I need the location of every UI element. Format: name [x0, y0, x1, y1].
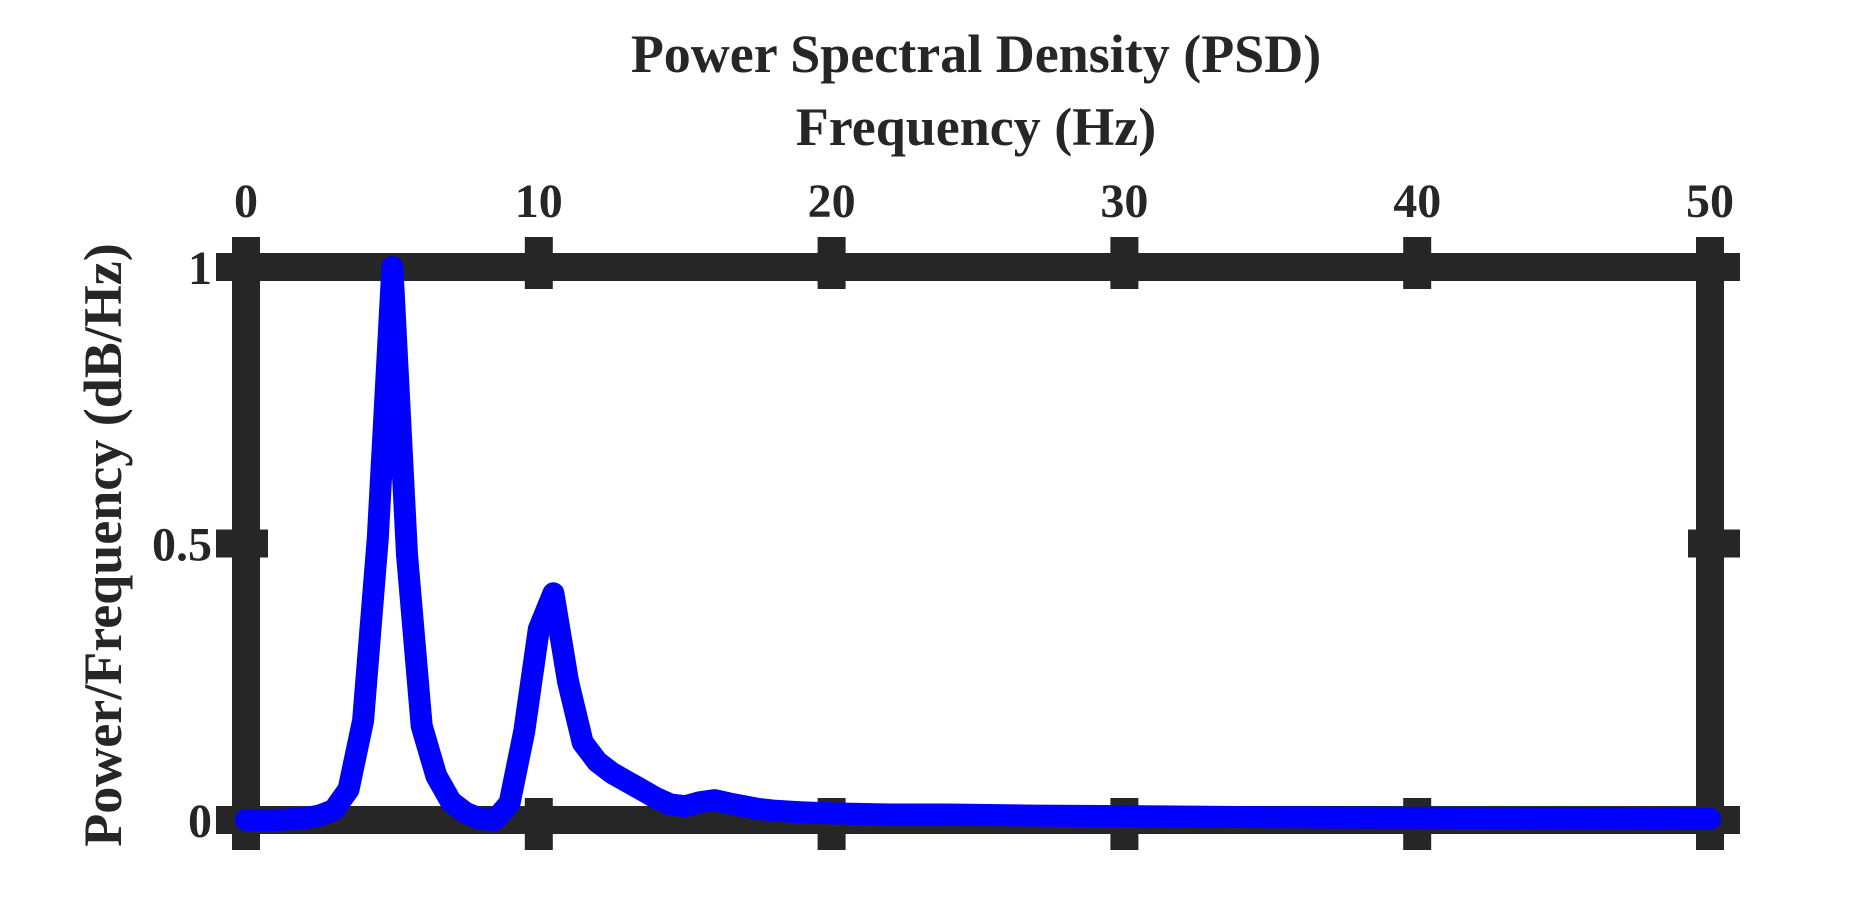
x-tick-label: 40 [1393, 175, 1441, 228]
plot-area: 0 10 20 30 40 50 0 0.5 1 [152, 175, 1740, 850]
x-tick-label: 30 [1100, 175, 1148, 228]
x-axis-label: Frequency (Hz) [796, 97, 1156, 157]
y-tick-label: 0.5 [152, 519, 212, 572]
chart-title: Power Spectral Density (PSD) [631, 24, 1321, 84]
plot-frame [232, 253, 1724, 834]
x-tick-label: 20 [808, 175, 856, 228]
x-tick-label: 50 [1686, 175, 1734, 228]
x-tick-label: 10 [515, 175, 563, 228]
y-axis-label: Power/Frequency (dB/Hz) [73, 243, 133, 846]
y-tick-label: 1 [188, 242, 212, 295]
y-tick-label: 0 [188, 795, 212, 848]
x-tick-label: 0 [234, 175, 258, 228]
psd-series-line [235, 256, 1721, 831]
